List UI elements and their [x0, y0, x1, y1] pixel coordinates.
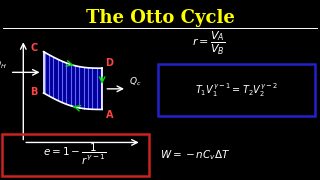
- Text: $r = \dfrac{V_A}{V_B}$: $r = \dfrac{V_A}{V_B}$: [192, 30, 226, 57]
- Text: $Q_H$: $Q_H$: [0, 58, 6, 71]
- Text: $e = 1 - \dfrac{1}{r^{\gamma-1}}$: $e = 1 - \dfrac{1}{r^{\gamma-1}}$: [44, 142, 107, 167]
- Text: $Q_c$: $Q_c$: [129, 76, 142, 88]
- Text: D: D: [106, 58, 114, 68]
- Text: The Otto Cycle: The Otto Cycle: [85, 9, 235, 27]
- Polygon shape: [44, 52, 102, 109]
- Text: B: B: [30, 87, 37, 97]
- Text: A: A: [106, 110, 113, 120]
- Text: $W = -nC_v\Delta T$: $W = -nC_v\Delta T$: [160, 148, 230, 162]
- Text: C: C: [30, 43, 37, 53]
- Text: $T_1V_1^{\gamma-1}=T_2V_2^{\gamma-2}$: $T_1V_1^{\gamma-1}=T_2V_2^{\gamma-2}$: [195, 81, 278, 99]
